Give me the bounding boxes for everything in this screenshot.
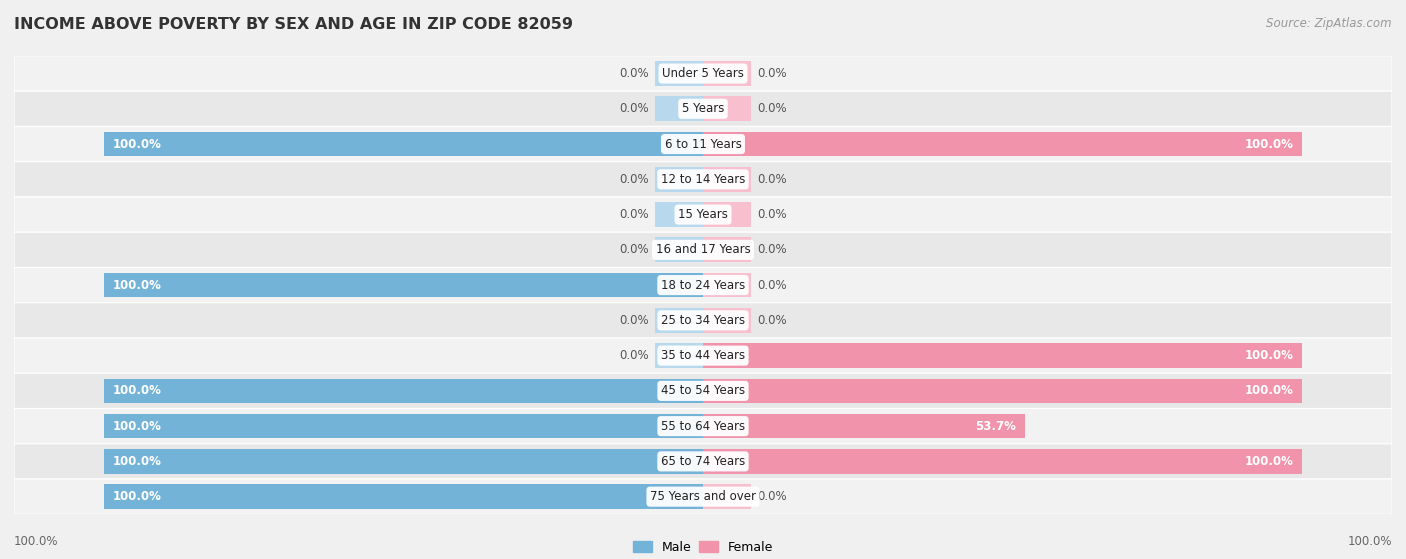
FancyBboxPatch shape — [14, 267, 1392, 303]
Bar — [104, 414, 703, 438]
Text: 45 to 54 Years: 45 to 54 Years — [661, 385, 745, 397]
Text: 0.0%: 0.0% — [756, 173, 786, 186]
Text: 100.0%: 100.0% — [112, 455, 162, 468]
Bar — [703, 414, 1025, 438]
Bar — [104, 449, 703, 473]
Bar — [104, 273, 703, 297]
Text: 100.0%: 100.0% — [112, 420, 162, 433]
Text: 0.0%: 0.0% — [756, 67, 786, 80]
Text: 0.0%: 0.0% — [620, 314, 650, 327]
Text: 53.7%: 53.7% — [974, 420, 1015, 433]
Text: 0.0%: 0.0% — [756, 278, 786, 292]
FancyBboxPatch shape — [14, 162, 1392, 197]
Bar — [703, 484, 751, 509]
Bar — [703, 308, 751, 333]
Text: 100.0%: 100.0% — [1244, 349, 1294, 362]
Text: 0.0%: 0.0% — [620, 349, 650, 362]
Text: 100.0%: 100.0% — [1244, 455, 1294, 468]
Text: INCOME ABOVE POVERTY BY SEX AND AGE IN ZIP CODE 82059: INCOME ABOVE POVERTY BY SEX AND AGE IN Z… — [14, 17, 574, 32]
Bar — [655, 308, 703, 333]
FancyBboxPatch shape — [14, 444, 1392, 479]
Bar — [703, 273, 751, 297]
Text: Under 5 Years: Under 5 Years — [662, 67, 744, 80]
Bar — [703, 132, 1302, 157]
FancyBboxPatch shape — [14, 56, 1392, 91]
Bar — [703, 238, 751, 262]
Bar — [703, 97, 751, 121]
Text: 65 to 74 Years: 65 to 74 Years — [661, 455, 745, 468]
Text: 0.0%: 0.0% — [620, 243, 650, 257]
Bar — [655, 238, 703, 262]
Text: 0.0%: 0.0% — [620, 173, 650, 186]
Bar — [655, 343, 703, 368]
FancyBboxPatch shape — [14, 338, 1392, 373]
FancyBboxPatch shape — [14, 126, 1392, 162]
Bar — [703, 343, 1302, 368]
Bar — [655, 97, 703, 121]
FancyBboxPatch shape — [14, 303, 1392, 338]
Text: 0.0%: 0.0% — [756, 490, 786, 503]
Text: 100.0%: 100.0% — [112, 278, 162, 292]
Text: 100.0%: 100.0% — [14, 535, 59, 548]
Text: 75 Years and over: 75 Years and over — [650, 490, 756, 503]
Bar — [703, 202, 751, 227]
FancyBboxPatch shape — [14, 197, 1392, 232]
Bar — [703, 167, 751, 192]
Text: 0.0%: 0.0% — [756, 208, 786, 221]
Bar — [655, 202, 703, 227]
Bar — [104, 132, 703, 157]
Text: 0.0%: 0.0% — [620, 208, 650, 221]
Bar — [703, 449, 1302, 473]
Text: 35 to 44 Years: 35 to 44 Years — [661, 349, 745, 362]
Text: 0.0%: 0.0% — [620, 67, 650, 80]
Text: 0.0%: 0.0% — [756, 102, 786, 115]
Text: 100.0%: 100.0% — [1244, 385, 1294, 397]
Text: 100.0%: 100.0% — [112, 385, 162, 397]
Text: 55 to 64 Years: 55 to 64 Years — [661, 420, 745, 433]
Bar — [703, 378, 1302, 403]
Text: 0.0%: 0.0% — [756, 314, 786, 327]
Text: Source: ZipAtlas.com: Source: ZipAtlas.com — [1267, 17, 1392, 30]
Text: 100.0%: 100.0% — [1347, 535, 1392, 548]
Bar — [655, 167, 703, 192]
Text: 18 to 24 Years: 18 to 24 Years — [661, 278, 745, 292]
Text: 0.0%: 0.0% — [756, 243, 786, 257]
FancyBboxPatch shape — [14, 373, 1392, 409]
Bar — [655, 61, 703, 86]
Legend: Male, Female: Male, Female — [633, 541, 773, 554]
FancyBboxPatch shape — [14, 91, 1392, 126]
Bar — [104, 378, 703, 403]
FancyBboxPatch shape — [14, 409, 1392, 444]
Bar — [703, 61, 751, 86]
Text: 6 to 11 Years: 6 to 11 Years — [665, 138, 741, 150]
Text: 0.0%: 0.0% — [620, 102, 650, 115]
Text: 16 and 17 Years: 16 and 17 Years — [655, 243, 751, 257]
FancyBboxPatch shape — [14, 479, 1392, 514]
Text: 100.0%: 100.0% — [1244, 138, 1294, 150]
Text: 100.0%: 100.0% — [112, 490, 162, 503]
Text: 100.0%: 100.0% — [112, 138, 162, 150]
Text: 12 to 14 Years: 12 to 14 Years — [661, 173, 745, 186]
Text: 15 Years: 15 Years — [678, 208, 728, 221]
Text: 25 to 34 Years: 25 to 34 Years — [661, 314, 745, 327]
Text: 5 Years: 5 Years — [682, 102, 724, 115]
Bar — [104, 484, 703, 509]
FancyBboxPatch shape — [14, 232, 1392, 267]
